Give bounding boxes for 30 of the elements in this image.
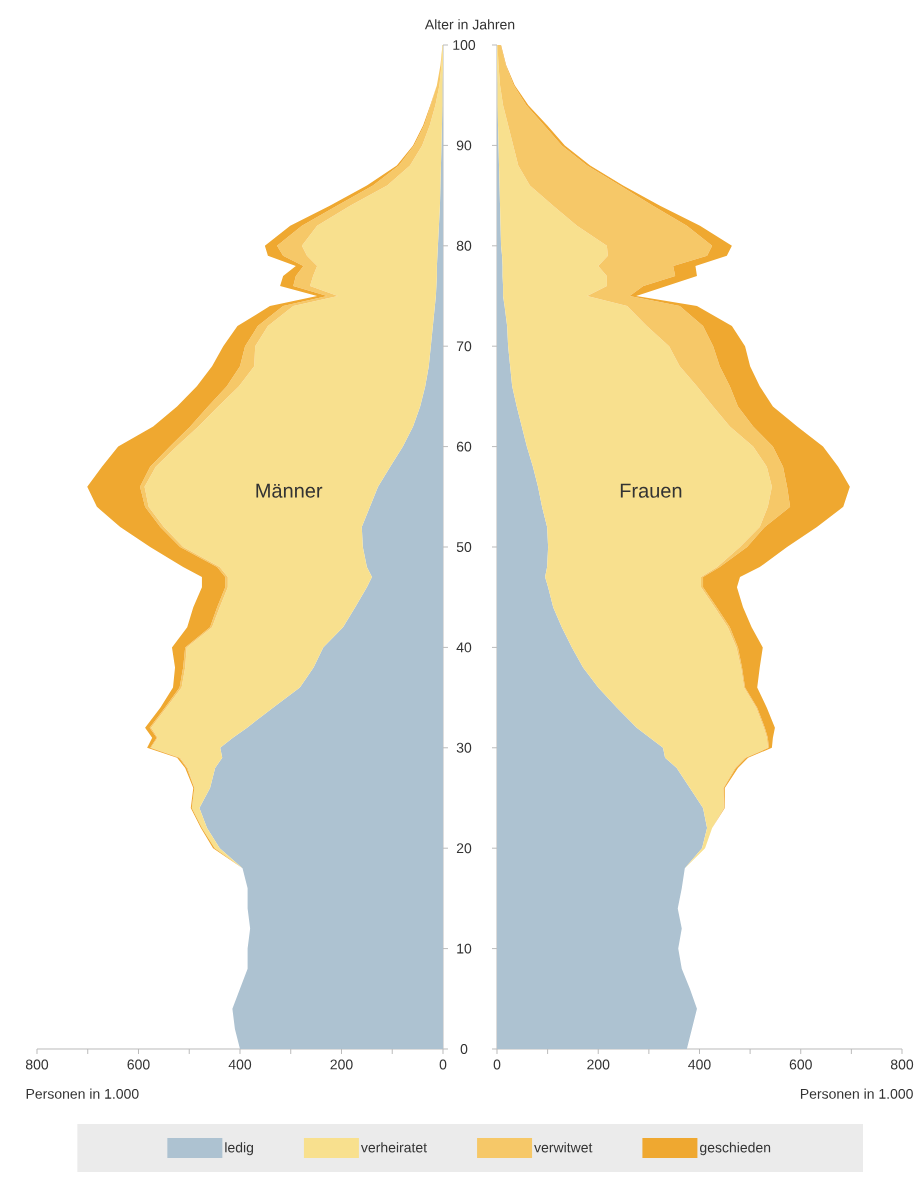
x-tick-label: 200 xyxy=(330,1059,353,1070)
legend-label: geschieden xyxy=(699,1142,771,1156)
x-axis-title: Personen in 1.000 xyxy=(26,1088,139,1099)
legend-label: verheiratet xyxy=(360,1142,427,1153)
y-axis-title: Alter in Jahren xyxy=(424,19,515,30)
x-tick-label: 800 xyxy=(25,1059,49,1070)
y-tick-label: 40 xyxy=(456,642,472,653)
y-tick-label: 10 xyxy=(457,943,472,954)
y-tick-label: 50 xyxy=(456,542,472,552)
y-tick-label: 20 xyxy=(456,843,472,854)
x-tick-label: 800 xyxy=(890,1059,914,1070)
text: Männer xyxy=(256,483,323,498)
y-tick-label: 0 xyxy=(460,1044,468,1054)
y-tick-label: 60 xyxy=(456,441,472,452)
y-tick-label: 100 xyxy=(453,40,476,50)
y-tick-label: 30 xyxy=(456,742,472,753)
y-tick-label: 70 xyxy=(456,341,472,352)
x-tick-label: 600 xyxy=(127,1059,150,1070)
x-tick-label: 0 xyxy=(493,1059,501,1070)
text: Frauen xyxy=(620,483,682,498)
x-tick-label: 400 xyxy=(688,1059,711,1070)
legend-label: verwitwet xyxy=(534,1142,593,1153)
x-axis-title: Personen in 1.000 xyxy=(800,1088,913,1099)
legend-label: ledig xyxy=(225,1142,254,1156)
x-tick-label: 600 xyxy=(789,1059,812,1070)
x-tick-label: 0 xyxy=(439,1059,447,1070)
x-tick-label: 200 xyxy=(587,1059,610,1070)
y-tick-label: 80 xyxy=(456,240,472,251)
x-tick-label: 400 xyxy=(228,1059,252,1070)
y-tick-label: 90 xyxy=(456,140,472,151)
